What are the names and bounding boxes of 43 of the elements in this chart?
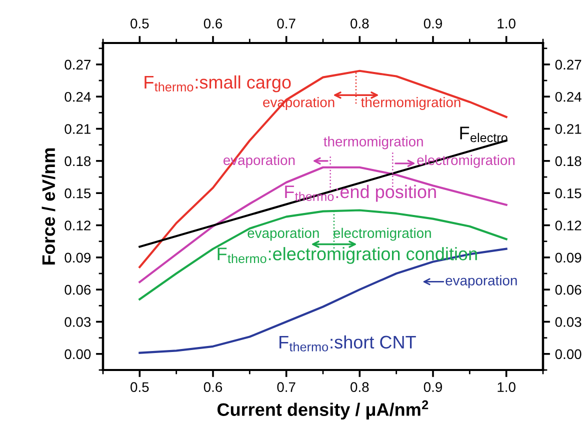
y2-tick-label: 0.18 — [555, 156, 582, 166]
y-tick-label: 0.06 — [64, 284, 91, 295]
y2-tick-label: 0.21 — [555, 124, 582, 134]
y-tick-label: 0.15 — [64, 188, 91, 198]
y-tick-label: 0.09 — [64, 252, 91, 263]
x2-tick-label: 1.0 — [498, 18, 516, 28]
y-axis-title: Force / eV/nm — [42, 148, 56, 264]
y2-tick-label: 0.00 — [555, 349, 582, 360]
annotation: thermomigration — [361, 97, 460, 110]
annotation: electromigration — [334, 228, 431, 241]
annotation: F$_{thermo}$:small cargo — [144, 75, 291, 92]
annotation: thermomigration — [324, 136, 423, 150]
y-tick-label: 0.27 — [64, 60, 90, 70]
x2-tick-label: 0.6 — [204, 18, 222, 28]
y-tick-label: 0.21 — [64, 124, 91, 134]
annotation: evaporation — [248, 228, 319, 241]
x2-tick-label: 0.9 — [424, 18, 442, 28]
x-tick-label: 0.8 — [350, 382, 369, 392]
annotation: evaporation — [446, 275, 517, 288]
y-tick-label: 0.03 — [64, 317, 91, 327]
y-tick-label: 0.24 — [64, 92, 91, 102]
y2-tick-label: 0.09 — [555, 252, 582, 263]
x-tick-label: 1.0 — [498, 382, 516, 392]
annotation: F$_{electro}$ — [460, 126, 508, 142]
x-tick-label: 0.6 — [204, 382, 222, 392]
y2-tick-label: 0.27 — [555, 60, 582, 70]
x2-tick-label: 0.5 — [130, 18, 149, 28]
y2-tick-label: 0.12 — [555, 220, 582, 230]
x2-tick-label: 0.7 — [277, 18, 296, 28]
x-axis-title: Current density / μA/nm$^{2}$ — [217, 400, 428, 420]
y2-tick-label: 0.24 — [555, 92, 582, 102]
annotation: F$_{thermo}$:short CNT — [280, 335, 416, 352]
y2-tick-label: 0.03 — [555, 317, 582, 327]
y-tick-label: 0.12 — [64, 220, 90, 230]
x2-tick-label: 0.8 — [350, 18, 369, 28]
y-tick-label: 0.00 — [64, 349, 91, 360]
x-tick-label: 0.7 — [277, 382, 296, 392]
y-tick-label: 0.18 — [64, 156, 91, 166]
y2-tick-label: 0.06 — [555, 284, 582, 295]
x-tick-label: 0.5 — [130, 382, 149, 392]
y2-tick-label: 0.15 — [555, 188, 582, 198]
x-tick-label: 0.9 — [424, 382, 442, 392]
annotation: F$_{thermo}$:electromigration condition — [218, 247, 477, 264]
